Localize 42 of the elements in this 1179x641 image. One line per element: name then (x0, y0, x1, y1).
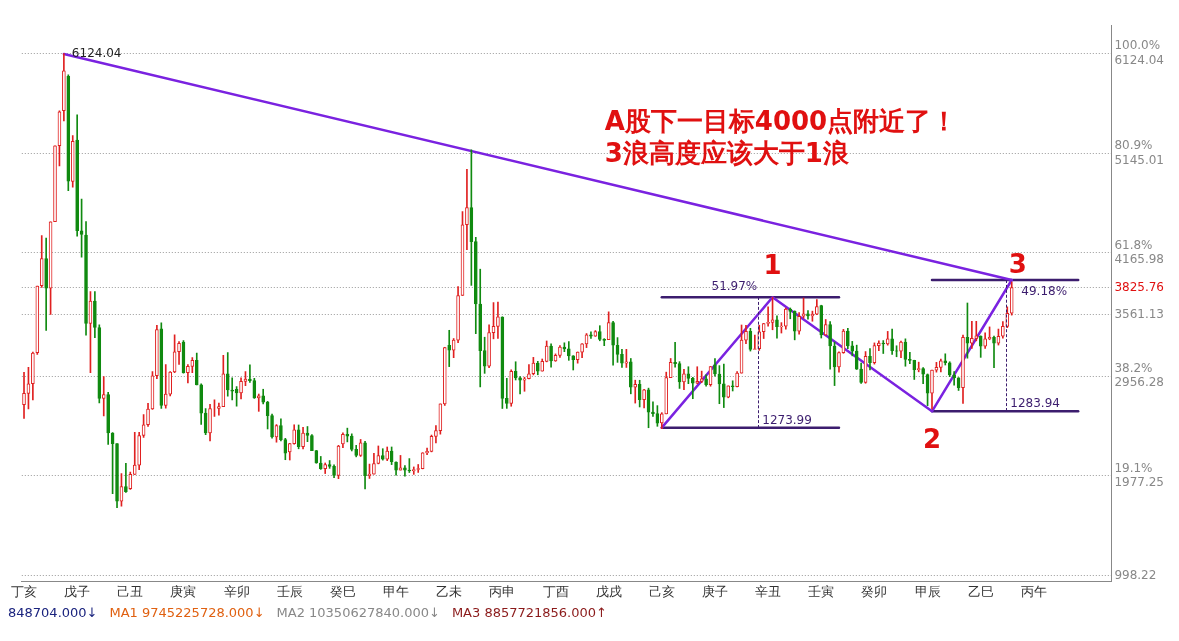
x-tick-label: 壬寅 (808, 583, 835, 599)
x-tick-label: 丁酉 (542, 583, 569, 599)
x-tick-label: 丁亥 (11, 583, 38, 599)
x-tick-label: 甲辰 (914, 583, 941, 599)
text: 3浪高度应该大于1浪 (604, 138, 850, 169)
y-tick-label: 100.0% 6124.04 (1114, 38, 1164, 67)
y-tick-label: 998.22 (1114, 567, 1157, 582)
text: MA1 9745225728.000↓ (109, 605, 265, 620)
text: MA2 10350627840.000↓ (276, 605, 440, 620)
x-tick-label: 庚寅 (170, 583, 197, 599)
x-tick-label: 辛丑 (755, 583, 782, 599)
x-tick-label: 己丑 (117, 583, 144, 599)
y-tick-label: 3825.76 (1114, 279, 1164, 294)
x-tick-label: 戊戌 (595, 583, 622, 599)
y-tick-label: 3561.13 (1114, 306, 1164, 321)
annotation: 49.18% (1021, 284, 1068, 299)
annotation: 1 (763, 250, 782, 281)
annotation: 1273.99 (762, 412, 812, 427)
x-tick-label: 庚子 (701, 583, 728, 599)
x-tick-label: 丙午 (1020, 583, 1047, 599)
annotation: 6124.04 (71, 45, 122, 60)
x-tick-label: 癸巳 (329, 583, 356, 599)
text: MA3 8857721856.000↑ (451, 605, 607, 620)
text: 848704.000↓ (8, 605, 98, 620)
annotation: 1283.94 (1010, 396, 1060, 411)
y-tick-label: 38.2% 2956.28 (1114, 361, 1164, 390)
y-tick-label: 19.1% 1977.25 (1114, 460, 1164, 490)
annotation: 51.97% (711, 279, 758, 294)
y-tick-label: 80.9% 5145.01 (1114, 138, 1164, 167)
x-tick-label: 丙申 (489, 583, 516, 599)
x-tick-label: 壬辰 (276, 583, 303, 599)
x-tick-label: 乙巳 (967, 583, 994, 599)
x-tick-label: 癸卯 (861, 583, 888, 599)
x-tick-label: 己亥 (648, 583, 675, 599)
x-tick-label: 乙未 (436, 583, 463, 599)
x-tick-label: 甲午 (383, 583, 410, 599)
text: A股下一目标4000点附近了！ (604, 106, 958, 137)
annotation: 3 (1008, 248, 1027, 279)
x-tick-label: 戊子 (64, 583, 91, 599)
x-tick-label: 辛卯 (223, 583, 250, 599)
annotation: 2 (922, 424, 942, 455)
y-tick-label: 61.8% 4165.98 (1114, 237, 1164, 267)
